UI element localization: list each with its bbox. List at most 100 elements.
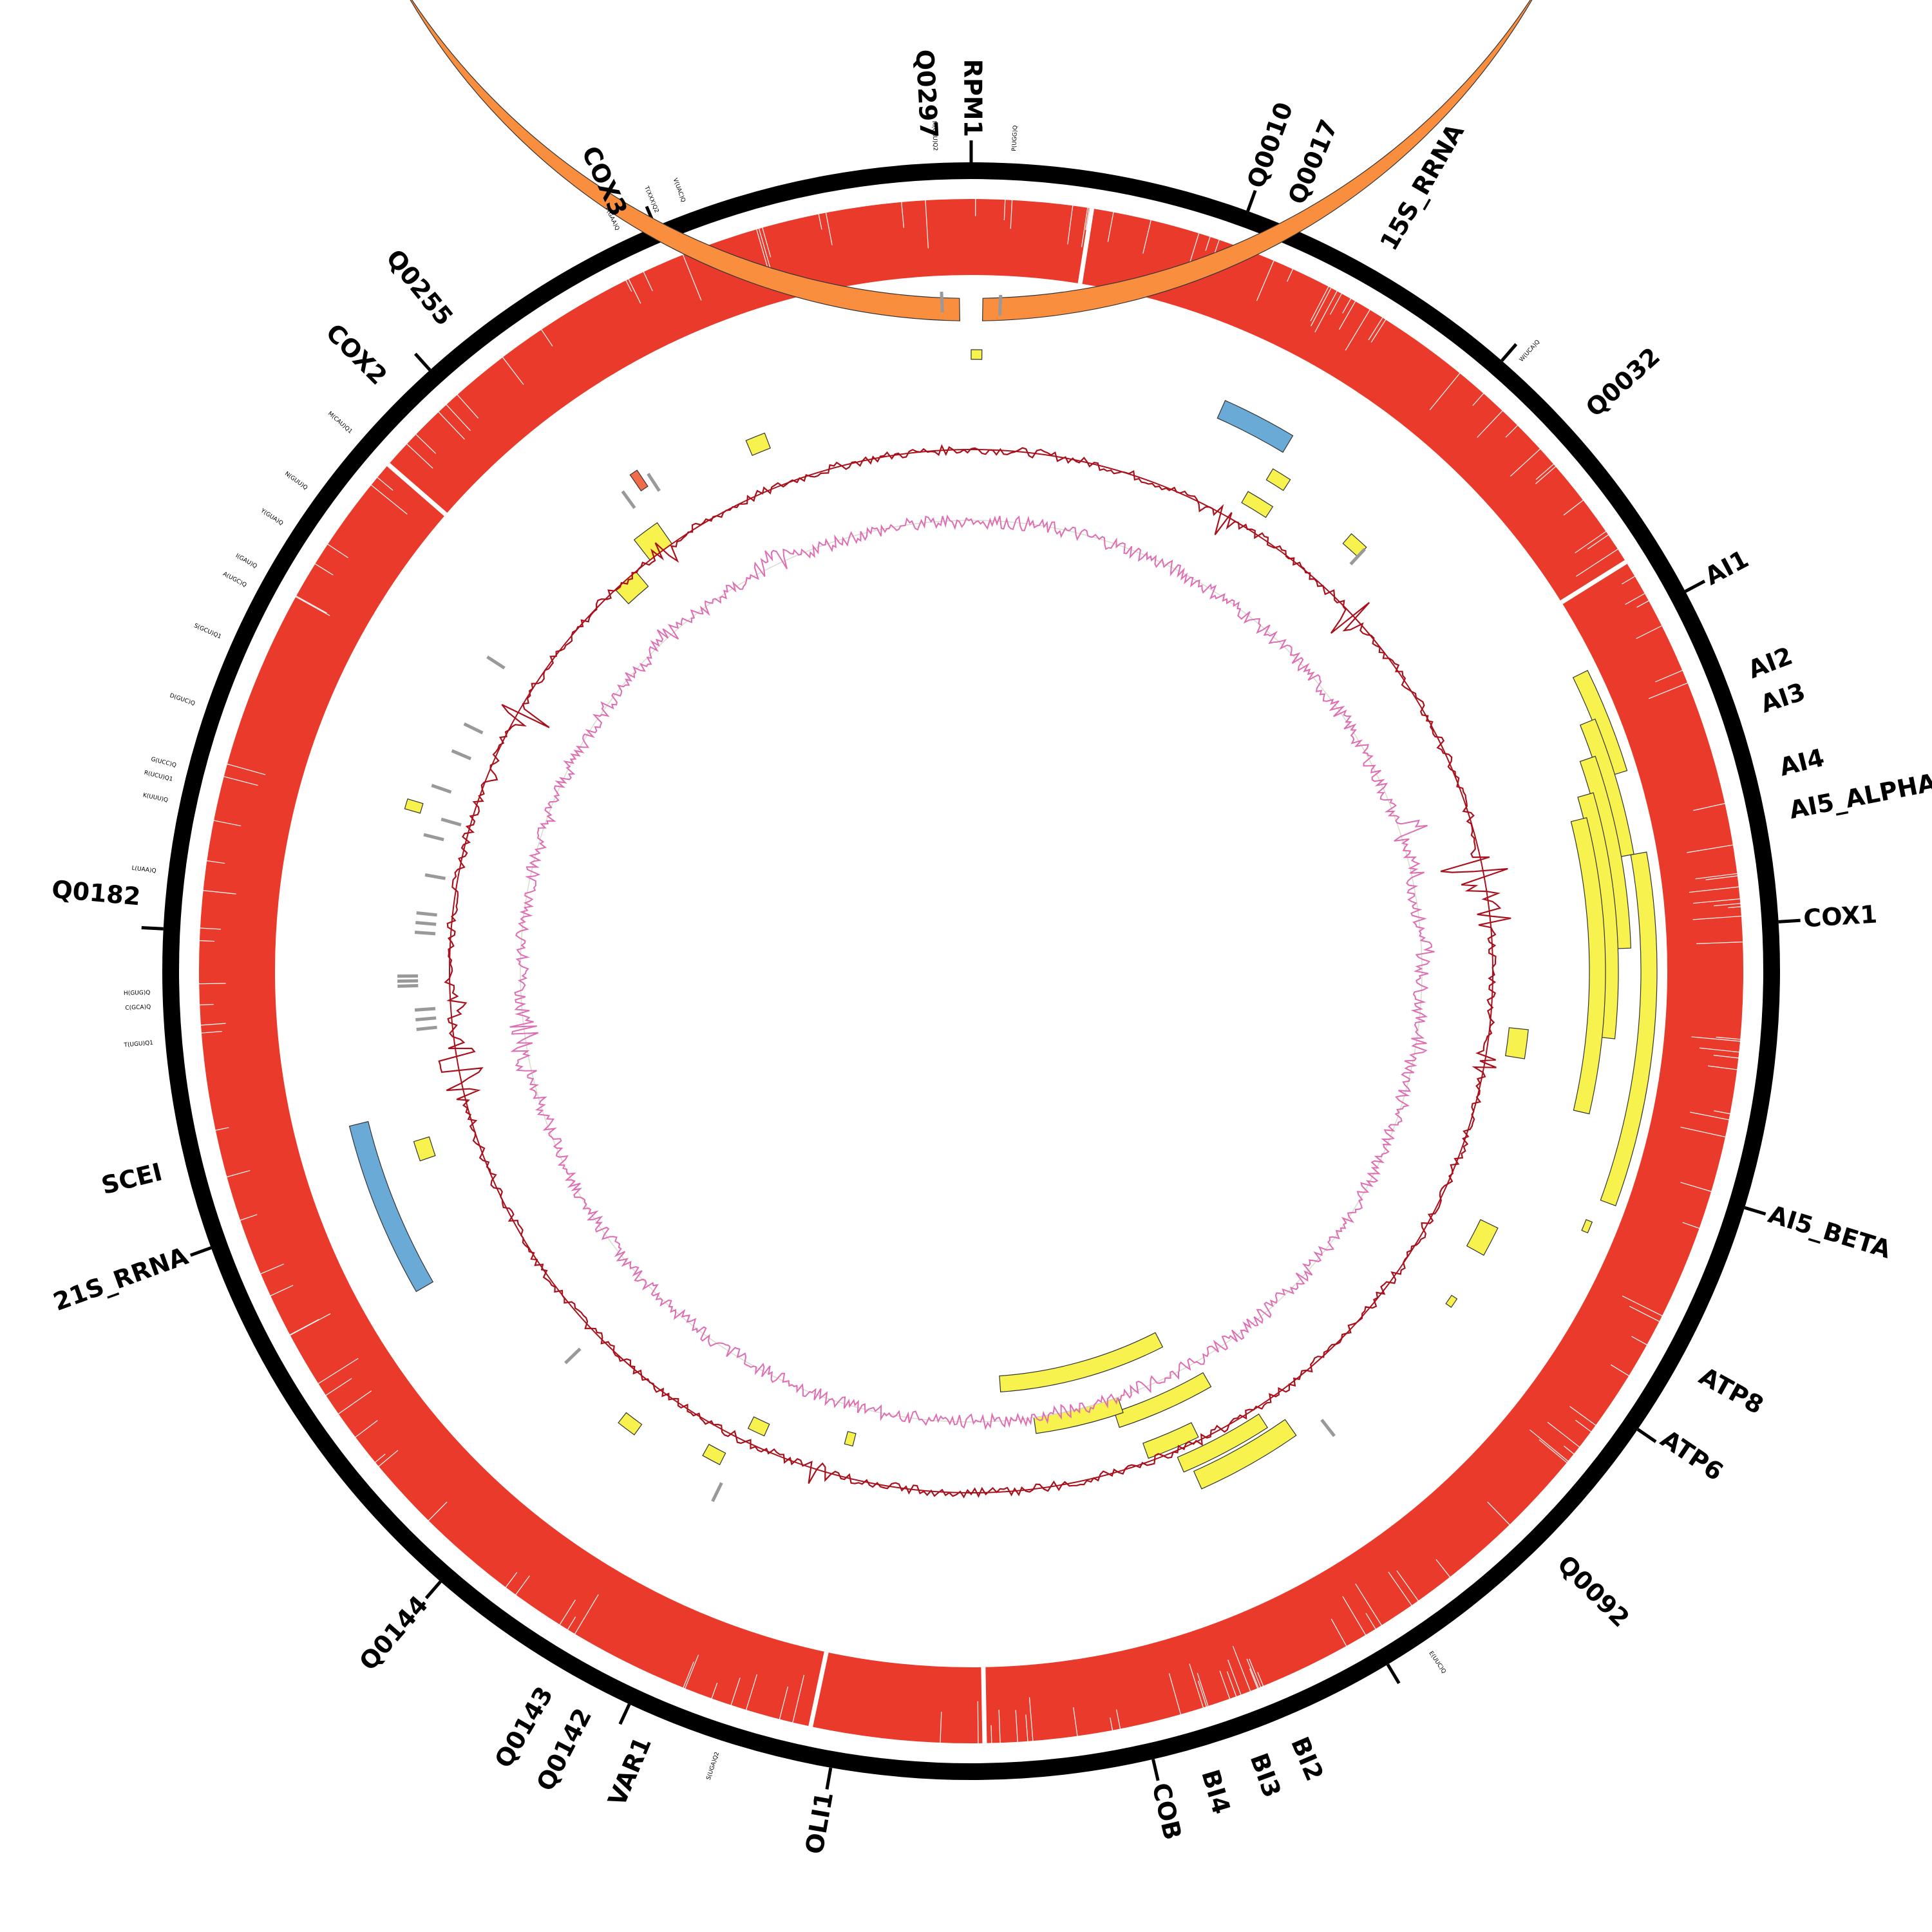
coverage-dropout bbox=[1219, 1671, 1231, 1699]
coverage-dropout bbox=[1564, 1445, 1575, 1455]
coverage-dropout bbox=[1699, 1047, 1739, 1053]
gene-label: Q0032 bbox=[1580, 342, 1665, 422]
coverage-dropout bbox=[270, 1285, 294, 1296]
gene-tick bbox=[1778, 918, 1801, 923]
coverage-dropout bbox=[371, 484, 408, 515]
intron-exon-feature bbox=[1600, 851, 1658, 1207]
coverage-dropout bbox=[758, 228, 771, 268]
coverage-dropout bbox=[1232, 1645, 1251, 1692]
coverage-dropout bbox=[1682, 1222, 1700, 1229]
coverage-dropout bbox=[1073, 1707, 1078, 1736]
coverage-dropout bbox=[1287, 269, 1293, 282]
trna-feature bbox=[423, 833, 444, 842]
trna-feature bbox=[1320, 1419, 1336, 1437]
coverage-dropout bbox=[213, 820, 242, 827]
coverage-dropout bbox=[1713, 1054, 1739, 1059]
gene-label: ATP6 bbox=[1656, 1425, 1728, 1486]
gene-label: COX2 bbox=[320, 318, 392, 390]
gene-label: AI3 bbox=[1757, 677, 1808, 719]
coverage-dropout bbox=[296, 596, 330, 616]
gene-tick bbox=[189, 1246, 212, 1257]
coverage-dropout bbox=[378, 1450, 399, 1467]
rrna-feature-21s bbox=[348, 1121, 434, 1293]
coverage-dropout bbox=[792, 1674, 805, 1723]
coverage-dropout bbox=[1636, 625, 1662, 639]
intron-exon-feature bbox=[1581, 1219, 1593, 1234]
coverage-dropout bbox=[1311, 287, 1332, 327]
gene-tick bbox=[1684, 580, 1706, 593]
gene-tick bbox=[825, 1767, 833, 1790]
coverage-dropout bbox=[327, 544, 348, 558]
coverage-dropout bbox=[643, 271, 653, 292]
intron-exon-feature bbox=[1193, 1419, 1297, 1490]
coverage-dropout bbox=[1345, 309, 1370, 351]
trna-feature bbox=[711, 1482, 723, 1502]
gc-skew-baseline bbox=[449, 449, 1493, 1493]
trna-label: C(GCA)Q bbox=[125, 1004, 151, 1012]
trna-label: R(UCU)Q1 bbox=[144, 770, 174, 782]
coverage-dropout bbox=[1610, 1364, 1629, 1376]
genome-backbone-ring bbox=[162, 162, 1780, 1780]
coverage-dropout bbox=[1368, 317, 1383, 341]
ncrna-feature bbox=[629, 469, 649, 492]
gene-tick bbox=[1501, 343, 1518, 362]
coverage-dropout bbox=[1142, 220, 1151, 254]
trna-feature bbox=[416, 911, 437, 917]
intron-exon-feature bbox=[999, 1332, 1164, 1393]
coverage-dropout bbox=[1728, 906, 1741, 909]
coverage-dropout bbox=[1625, 593, 1645, 605]
intron-exon-feature bbox=[413, 1136, 436, 1162]
coverage-dropout bbox=[1257, 1672, 1264, 1687]
coverage-dropout bbox=[207, 860, 225, 864]
trna-label: Y(GUA)Q bbox=[259, 507, 284, 527]
coverage-dropout bbox=[1015, 1710, 1018, 1742]
coverage-dropout bbox=[201, 1030, 222, 1034]
gene-label: BI4 bbox=[1196, 1766, 1236, 1817]
trna-feature bbox=[416, 1025, 437, 1032]
coverage-dropout bbox=[1330, 293, 1342, 315]
ncrna-feature bbox=[410, 0, 1533, 321]
coverage-dropout bbox=[1314, 290, 1338, 333]
intron-exon-feature bbox=[1177, 1413, 1269, 1473]
coverage-dropout bbox=[1355, 1583, 1382, 1625]
coverage-dropout bbox=[338, 1390, 372, 1414]
coverage-dropout bbox=[377, 477, 393, 491]
coverage-dropout bbox=[567, 1616, 576, 1630]
coverage-dropout bbox=[227, 763, 266, 775]
intron-exon-feature bbox=[702, 1443, 726, 1466]
coverage-dropout bbox=[1370, 319, 1387, 343]
coverage-dropout bbox=[682, 254, 702, 301]
coverage-dropout bbox=[1636, 600, 1649, 608]
gene-label: SCEI bbox=[99, 1158, 165, 1200]
intron-exon-feature bbox=[404, 798, 424, 814]
coverage-dropout bbox=[1081, 207, 1088, 247]
coverage-dropout bbox=[1654, 670, 1683, 683]
coverage-dropout bbox=[818, 214, 822, 230]
gene-tick bbox=[1246, 189, 1257, 212]
trna-label: P(UGG)Q bbox=[1011, 125, 1019, 151]
coverage-dropout bbox=[1563, 500, 1584, 516]
gene-tick bbox=[413, 352, 431, 372]
trna-feature bbox=[1349, 548, 1366, 565]
coverage-dropout bbox=[1535, 464, 1554, 480]
gene-label: Q0297 bbox=[911, 49, 943, 139]
gene-tick-marks bbox=[141, 140, 1801, 1790]
gene-label: AI4 bbox=[1777, 743, 1828, 782]
gene-label: ATP8 bbox=[1694, 1361, 1768, 1419]
coverage-dropout bbox=[1714, 903, 1741, 907]
gc-skew-track bbox=[438, 444, 1511, 1499]
intron-exon-feature bbox=[1113, 1372, 1212, 1428]
coverage-dropout bbox=[1435, 1559, 1450, 1578]
gene-label: 21S_RRNA bbox=[50, 1242, 192, 1316]
coverage-dropout bbox=[200, 1023, 226, 1026]
coverage-dropout bbox=[1342, 298, 1351, 314]
coverage-dropout bbox=[1388, 1571, 1412, 1606]
intron-exon-feature bbox=[1466, 1218, 1499, 1256]
gene-label: AI5_BETA bbox=[1765, 1200, 1895, 1264]
trna-label: T(UGU)Q1 bbox=[123, 1040, 153, 1049]
intron-exon-feature bbox=[971, 349, 983, 360]
trna-feature bbox=[424, 873, 446, 880]
gene-tick bbox=[1151, 1759, 1160, 1781]
trna-label: N(GUU)Q bbox=[283, 471, 308, 491]
